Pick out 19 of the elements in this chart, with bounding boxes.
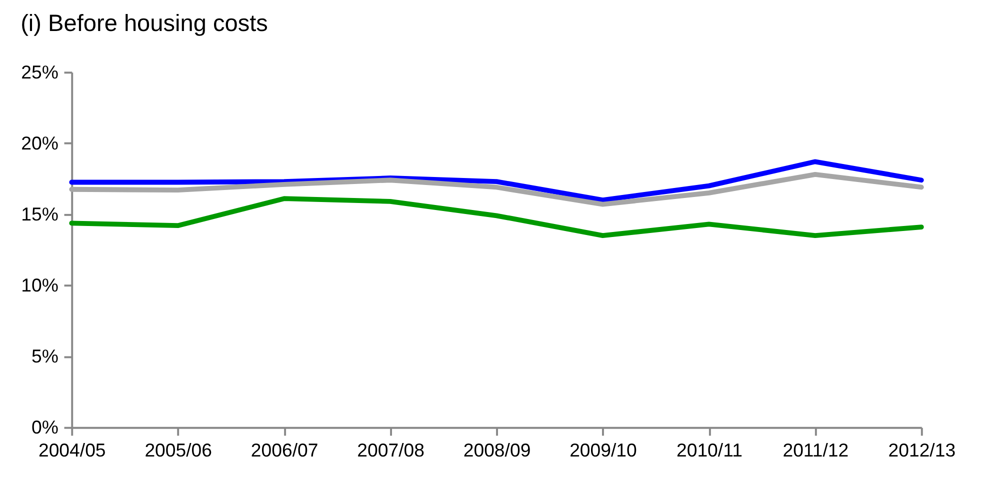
y-tick-label: 5% <box>31 346 58 367</box>
line-series <box>69 159 924 202</box>
y-tick-label: 10% <box>21 274 58 296</box>
line-series <box>69 196 924 238</box>
chart-title: (i) Before housing costs <box>20 10 268 36</box>
y-tick-label: 20% <box>21 132 58 154</box>
x-tick-label: 2004/05 <box>38 439 106 460</box>
y-tick-label: 25% <box>21 62 58 83</box>
x-tick-label: 2010/11 <box>676 439 742 460</box>
x-tick-label: 2007/08 <box>357 439 424 460</box>
x-tick-label: 2009/10 <box>570 439 637 460</box>
x-tick-label: 2005/06 <box>144 439 212 460</box>
line-series <box>69 172 924 207</box>
y-tick-label: 0% <box>31 416 58 438</box>
x-tick-label: 2006/07 <box>250 439 318 460</box>
x-tick-label: 2008/09 <box>463 439 531 460</box>
x-tick-label: 2012/13 <box>888 439 956 460</box>
y-tick-label: 15% <box>21 204 58 225</box>
x-tick-label: 2011/12 <box>782 439 849 460</box>
